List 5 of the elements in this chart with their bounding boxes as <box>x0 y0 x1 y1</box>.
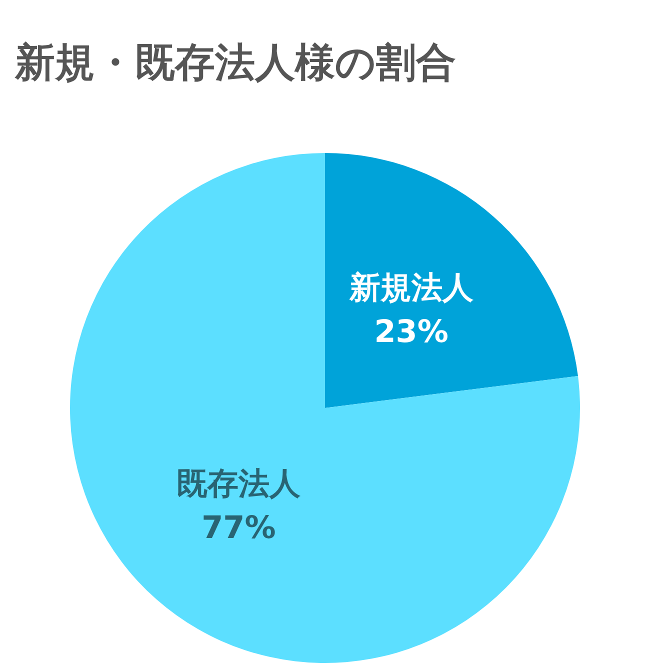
chart-title: 新規・既存法人様の割合 <box>14 40 456 86</box>
data-label: 23% <box>374 314 448 350</box>
slice-label: 新規法人 <box>348 270 474 306</box>
data-label: 77% <box>202 510 276 546</box>
slice-label: 既存法人 <box>176 466 302 502</box>
